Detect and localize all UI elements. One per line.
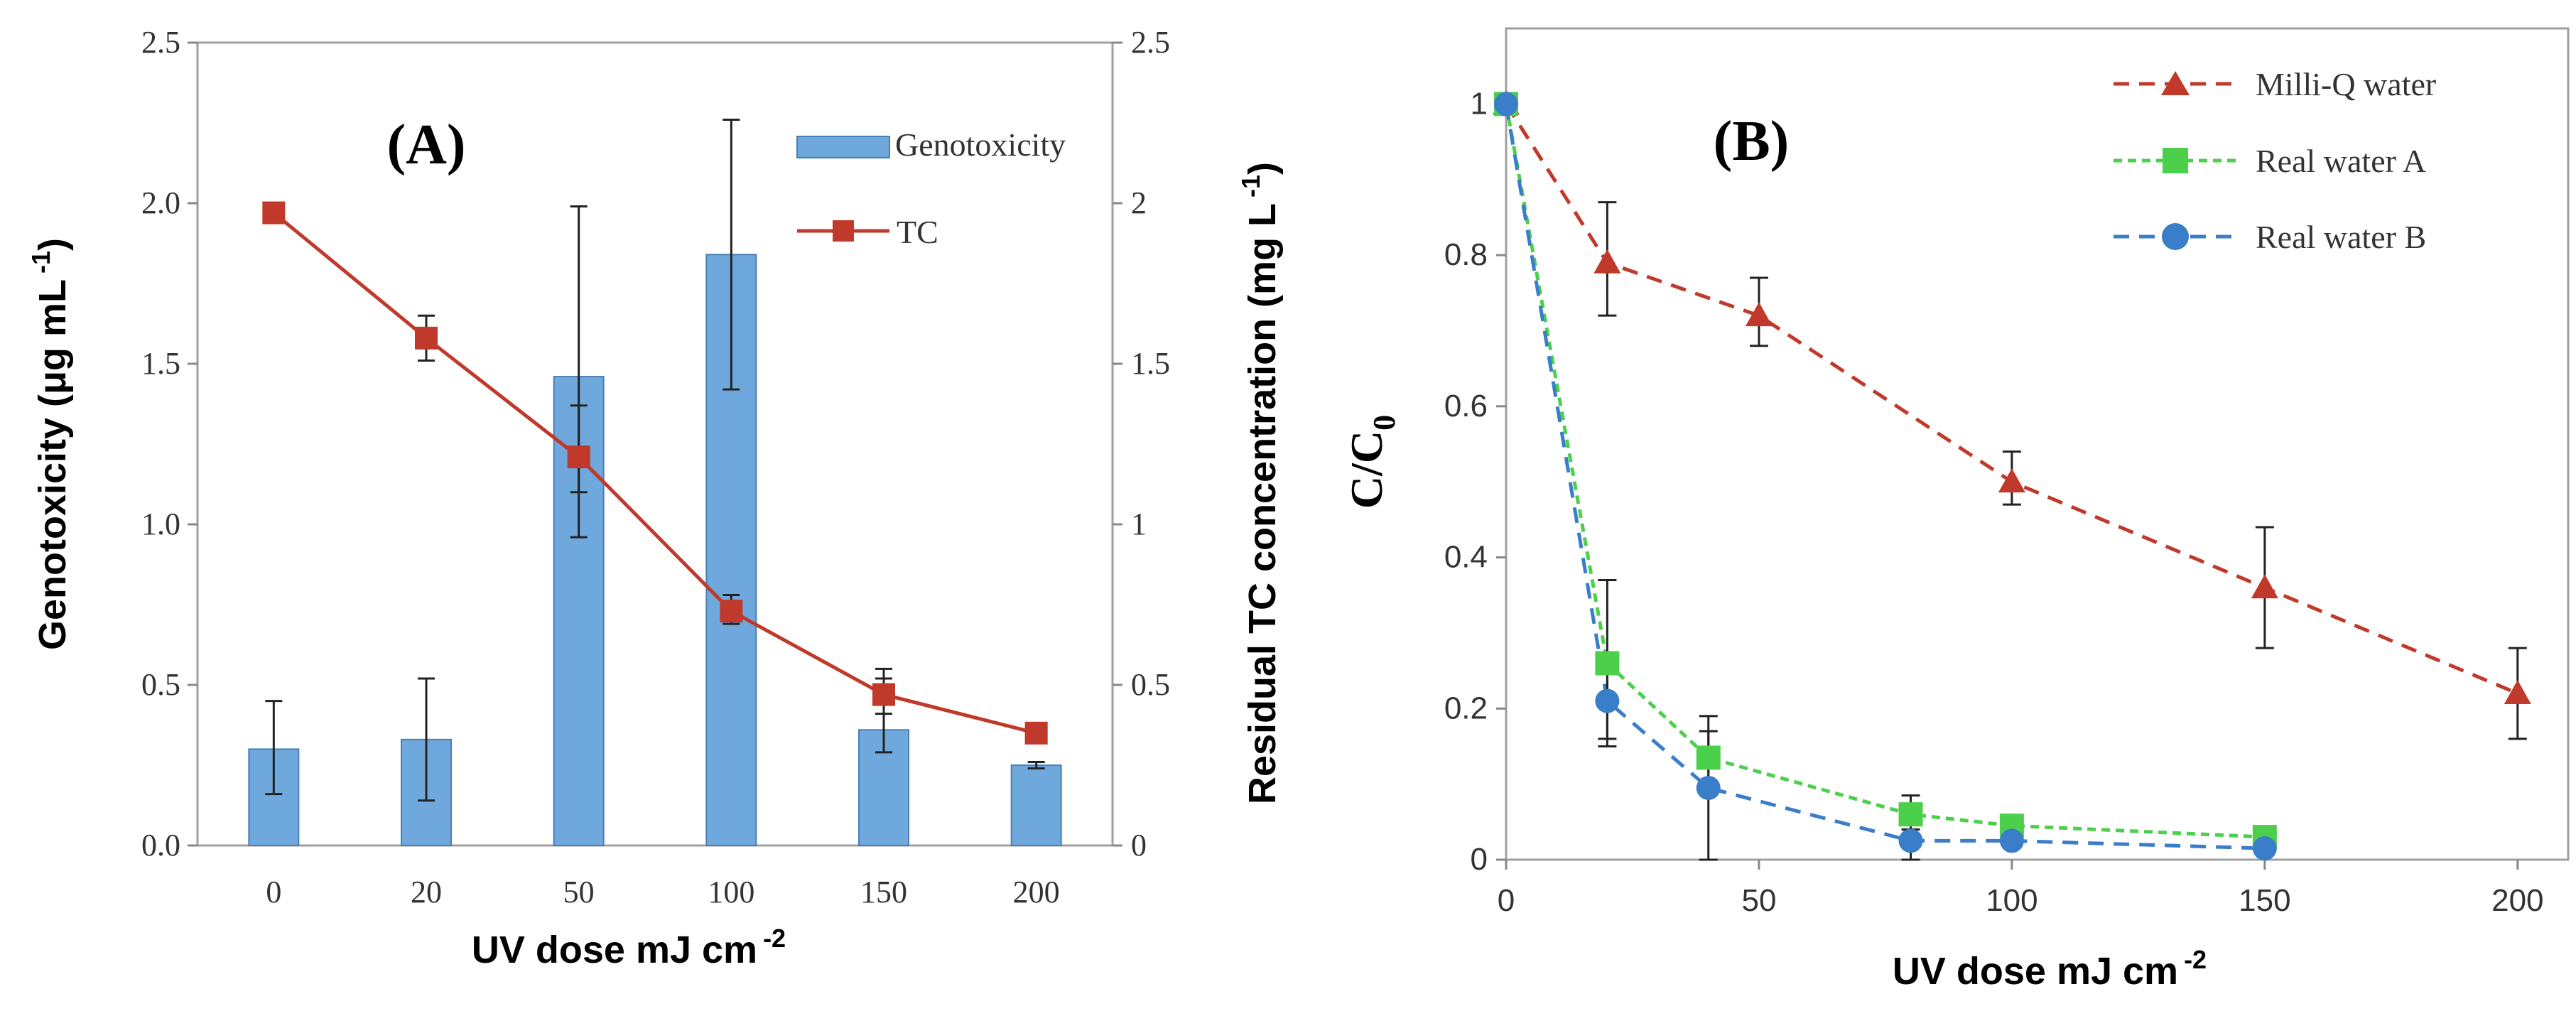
panel-b-y-tick-label: 0.6 (1444, 389, 1488, 423)
panel-a-x-axis-label-exponent: -2 (763, 924, 786, 953)
panel-a-left-y-axis-label: Genotoxicity (μg mL -1) (26, 238, 74, 650)
panel-a-right-tick-label: 1.5 (1131, 346, 1170, 381)
panel-b-legend: Milli-Q water Real water A Real water B (2114, 66, 2436, 255)
legend-genotoxicity-swatch (796, 136, 890, 158)
tc-point-marker (567, 445, 590, 469)
panel-b-y-axis-label-subscript: 0 (1367, 415, 1402, 431)
panel-a-x-tick-label: 20 (411, 875, 442, 909)
real-water-b-point-marker (1999, 828, 2024, 853)
panel-a-left-tick-label: 2.0 (141, 185, 180, 220)
tc-point-marker (262, 201, 286, 225)
real-water-b-point-marker (1595, 688, 1620, 713)
panel-a-left-tick-label: 2.5 (141, 25, 180, 60)
tc-series-line (272, 211, 1037, 735)
legend-real-water-b-label: Real water B (2256, 219, 2426, 255)
panel-a-x-tick-label: 200 (1013, 875, 1060, 909)
panel-a-x-axis-label: UV dose mJ cm -2 (472, 924, 786, 971)
legend-real-water-a-marker (2163, 148, 2188, 173)
panel-a-right-tick-label: 1 (1131, 507, 1147, 541)
panel-a-x-tick-label: 50 (563, 875, 595, 909)
legend-tc-marker (833, 220, 854, 242)
panel-b-y-axis-label: C/C0 (1341, 415, 1402, 509)
panel-b-x-axis-label: UV dose mJ cm -2 (1893, 945, 2207, 993)
milli-q-water-point-marker (1593, 249, 1621, 274)
legend-genotoxicity-label: Genotoxicity (895, 126, 1066, 163)
panel-a-left-y-axis-label-exponent: -1 (26, 251, 55, 274)
panel-a-x-tick-label: 150 (860, 875, 907, 909)
legend-milli-q-marker (2161, 71, 2190, 95)
panel-b: 0 0.2 0.4 0.6 0.8 1 0 50 100 150 200 (B) Milli-Q w… (1341, 27, 2570, 993)
real-water-b-point-marker (1898, 828, 1923, 853)
panel-b-axes: 0 0.2 0.4 0.6 0.8 1 0 50 100 150 200 (1444, 86, 2544, 918)
panel-a-right-y-axis-label-main: Residual TC concentration (mg L (1241, 203, 1284, 804)
panel-a-x-tick-label: 0 (266, 875, 281, 909)
panel-a-x-tick-label: 100 (708, 875, 754, 909)
tc-point-marker (415, 326, 438, 350)
panel-a-left-y-axis-label-close: ) (31, 238, 74, 251)
real-water-a-point-marker (1696, 745, 1721, 770)
panel-b-y-tick-label: 0.4 (1444, 540, 1488, 575)
panel-a-left-tick-label: 0.5 (141, 667, 180, 702)
panel-b-x-axis-label-exponent: -2 (2184, 945, 2207, 974)
panel-b-series (1493, 90, 2531, 861)
tc-point-marker (720, 600, 743, 623)
panel-a-right-y-axis-label-exponent: -1 (1236, 175, 1265, 198)
panel-a: 0.0 0.5 1.0 1.5 2.0 2.5 0 0.5 1 1.5 2 2.5 0 20 50 100 15… (26, 25, 1284, 971)
panel-b-plot-frame (1505, 27, 2570, 861)
legend-milli-q-label: Milli-Q water (2256, 66, 2436, 102)
panel-b-y-tick-label: 1 (1471, 86, 1488, 121)
legend-tc-label: TC (897, 214, 938, 250)
panel-a-left-tick-label: 1.5 (141, 346, 180, 381)
panel-b-x-tick-label: 200 (2491, 883, 2543, 918)
panel-a-x-axis-label-main: UV dose mJ cm (472, 929, 757, 971)
panel-a-left-y-axis-label-main: Genotoxicity (μg mL (31, 279, 74, 650)
milli-q-water-point-marker (2504, 680, 2531, 704)
milli-q-water-point-marker (2251, 574, 2278, 599)
real-water-b-point-marker (2252, 836, 2277, 861)
panel-a-axes: 0.0 0.5 1.0 1.5 2.0 2.5 0 0.5 1 1.5 2 2.5 0 20 50 100 15… (141, 25, 1170, 909)
panel-b-y-tick-label: 0.2 (1444, 691, 1488, 725)
panel-b-y-axis-label-main: C/C (1341, 431, 1392, 509)
legend-real-water-b-marker (2162, 223, 2189, 250)
milli-q-water-line (1504, 103, 2518, 696)
real-water-a-point-marker (1595, 651, 1620, 676)
panel-b-x-tick-label: 0 (1498, 883, 1515, 918)
panel-a-label: (A) (386, 114, 465, 176)
panel-a-right-tick-label: 2.5 (1131, 25, 1170, 60)
panel-a-tc-line (262, 201, 1048, 745)
panel-a-right-tick-label: 0 (1131, 828, 1147, 863)
panel-a-left-tick-label: 0.0 (141, 828, 180, 863)
real-water-a-point-marker (1898, 802, 1923, 827)
tc-point-marker (1024, 721, 1048, 745)
panel-b-x-tick-label: 150 (2239, 883, 2290, 918)
panel-a-right-y-axis-label: Residual TC concentration (mg L -1) (1236, 162, 1284, 804)
panel-b-label: (B) (1714, 110, 1790, 173)
panel-b-x-tick-label: 50 (1741, 883, 1776, 918)
panel-a-plot-frame (196, 41, 1114, 847)
panel-b-x-tick-label: 100 (1986, 883, 2037, 918)
panel-b-y-tick-label: 0.8 (1444, 237, 1488, 272)
panel-b-y-tick-label: 0 (1471, 842, 1488, 877)
real-water-b-point-marker (1494, 92, 1518, 117)
genotoxicity-bar (1010, 764, 1062, 846)
panel-a-left-tick-label: 1.0 (141, 507, 180, 541)
real-water-a-line (1504, 103, 2265, 839)
legend-real-water-a-label: Real water A (2256, 143, 2426, 179)
panel-a-right-tick-label: 2 (1131, 185, 1147, 220)
tc-point-marker (872, 683, 895, 706)
panel-a-right-tick-label: 0.5 (1131, 667, 1170, 702)
milli-q-water-point-marker (1998, 468, 2025, 493)
genotoxicity-bar (705, 254, 757, 846)
panel-a-right-y-axis-label-close: ) (1241, 162, 1284, 175)
panel-a-legend: Genotoxicity TC (796, 126, 1066, 250)
real-water-b-point-marker (1696, 775, 1721, 800)
milli-q-water-point-marker (1745, 302, 1773, 327)
panel-b-x-axis-label-main: UV dose mJ cm (1893, 950, 2178, 993)
